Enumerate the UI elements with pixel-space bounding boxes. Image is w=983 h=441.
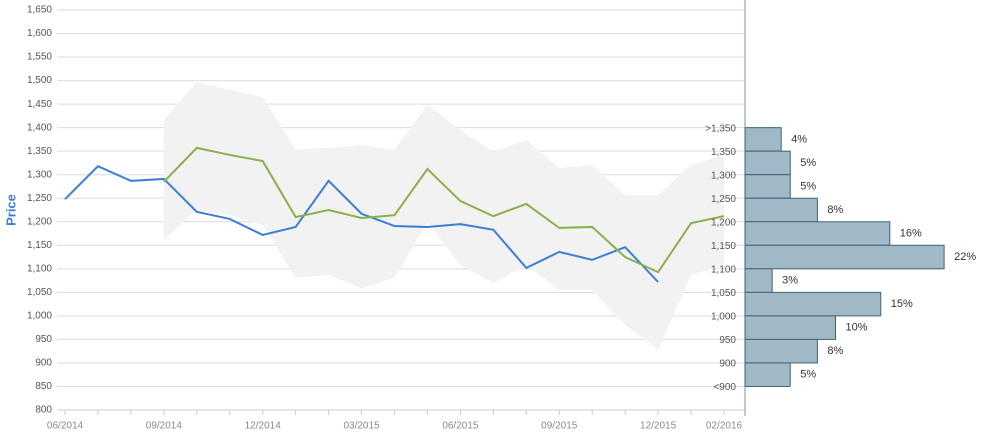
bin-label: 1,100 xyxy=(711,264,736,275)
y-tick-label: 1,400 xyxy=(27,122,52,133)
y-tick-label: 1,550 xyxy=(27,52,52,63)
value-label: 16% xyxy=(900,227,922,239)
x-tick-label: 12/2015 xyxy=(640,421,677,432)
bin-label: 1,350 xyxy=(711,147,736,158)
y-tick-label: 850 xyxy=(35,381,52,392)
y-tick-label: 1,100 xyxy=(27,263,52,274)
x-tick-label: 02/2016 xyxy=(706,421,743,432)
value-label: 3% xyxy=(782,274,798,286)
value-label: 4% xyxy=(791,133,807,145)
bin-label: 1,000 xyxy=(711,312,736,323)
y-tick-label: 1,200 xyxy=(27,216,52,227)
histogram-bar xyxy=(744,268,773,293)
histogram-bar xyxy=(744,197,818,223)
value-label: 5% xyxy=(800,180,816,192)
histogram-bar xyxy=(744,221,891,246)
bin-label: >1,350 xyxy=(705,123,736,134)
y-tick-label: 1,500 xyxy=(27,75,52,86)
value-label: 10% xyxy=(846,322,868,334)
forecast-range xyxy=(163,82,725,350)
x-tick-label: 12/2014 xyxy=(245,421,282,432)
y-tick-label: 1,650 xyxy=(27,5,52,16)
y-axis-title: Price xyxy=(3,194,18,226)
value-label: 15% xyxy=(891,298,913,310)
y-tick-label: 1,300 xyxy=(27,169,52,180)
bin-label: 1,200 xyxy=(711,217,736,228)
bin-label: 1,300 xyxy=(711,170,736,181)
x-tick-label: 09/2014 xyxy=(146,421,183,432)
y-tick-label: 1,450 xyxy=(27,99,52,110)
bin-label: 1,050 xyxy=(711,288,736,299)
x-tick-label: 06/2014 xyxy=(47,421,84,432)
histogram-bar xyxy=(744,315,836,340)
x-tick-label: 03/2015 xyxy=(343,421,380,432)
histogram-bar xyxy=(744,150,791,176)
value-label: 8% xyxy=(827,204,843,216)
value-label: 5% xyxy=(800,157,816,169)
histogram-bar xyxy=(744,362,791,387)
bin-label: 1,150 xyxy=(711,241,736,252)
histogram-bar xyxy=(744,338,818,364)
histogram-bar xyxy=(744,127,782,152)
bin-label: 900 xyxy=(719,359,736,370)
y-tick-label: 1,350 xyxy=(27,146,52,157)
histogram-bar xyxy=(744,244,945,270)
y-tick-label: 1,250 xyxy=(27,193,52,204)
y-tick-label: 1,600 xyxy=(27,28,52,39)
value-label: 22% xyxy=(954,251,976,263)
bin-label: 1,250 xyxy=(711,194,736,205)
y-tick-label: 950 xyxy=(35,334,52,345)
x-tick-label: 09/2015 xyxy=(541,421,578,432)
y-tick-label: 800 xyxy=(35,405,52,416)
histogram-bar xyxy=(744,174,791,199)
value-label: 5% xyxy=(800,369,816,381)
y-tick-label: 1,150 xyxy=(27,240,52,251)
bin-label: 950 xyxy=(719,335,736,346)
y-tick-label: 900 xyxy=(35,358,52,369)
series-line xyxy=(64,165,659,283)
y-tick-label: 1,000 xyxy=(27,311,52,322)
histogram-bar xyxy=(744,291,882,317)
x-tick-label: 06/2015 xyxy=(442,421,479,432)
series-line xyxy=(163,146,725,274)
value-label: 8% xyxy=(827,345,843,357)
y-tick-label: 1,050 xyxy=(27,287,52,298)
bin-label: <900 xyxy=(713,382,736,393)
